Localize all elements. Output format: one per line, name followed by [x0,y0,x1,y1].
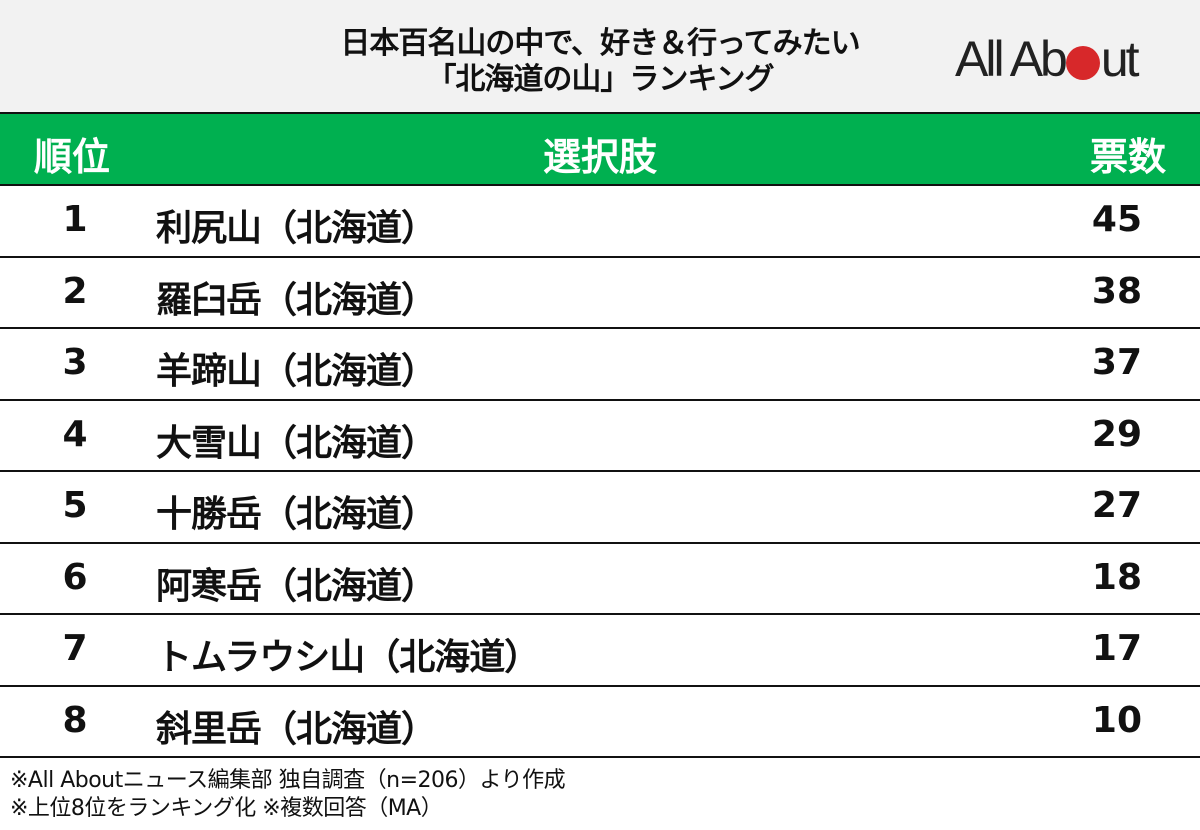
rank-cell: 2 [62,270,88,312]
footnote-2: ※上位8位をランキング化 ※複数回答（MA） [10,796,443,821]
header-votes: 票数 [1089,135,1166,179]
table-body: 1 利尻山（北海道） 45 2 羅臼岳（北海道） 38 3 羊蹄山（北海道） 37 4 大雪山（北海… [0,186,1200,758]
rank-cell: 3 [62,342,88,383]
rank-cell: 5 [62,485,88,526]
name-cell: 十勝岳（北海道） [156,494,437,535]
votes-cell: 17 [1091,628,1142,669]
logo-dot [1065,46,1100,80]
footnote-1: ※All Aboutニュース編集部 独自調査（n=206）より作成 [10,768,566,793]
name-cell: 大雪山（北海道） [156,422,437,464]
footnotes: ※All Aboutニュース編集部 独自調査（n=206）より作成 ※上位8位を… [10,767,566,823]
votes-cell: 29 [1091,413,1142,455]
name-cell: 斜里岳（北海道） [156,708,437,750]
votes-cell: 45 [1091,199,1142,240]
rank-cell: 4 [62,413,88,455]
name-cell: 羊蹄山（北海道） [156,351,437,392]
rank-cell: 8 [62,699,88,741]
title-line-2: 「北海道の山」ランキング [426,62,774,97]
votes-cell: 37 [1091,342,1142,383]
table-row: 6 阿寒岳（北海道） 18 [0,544,1200,615]
table-row: 2 羅臼岳（北海道） 38 [0,258,1200,329]
header-rank: 順位 [34,135,111,179]
table-row: 3 羊蹄山（北海道） 37 [0,329,1200,401]
votes-cell: 18 [1091,556,1142,598]
header-choice: 選択肢 [542,135,657,179]
table-row: 7 トムラウシ山（北海道） 17 [0,615,1200,687]
name-cell: 羅臼岳（北海道） [156,279,437,321]
votes-cell: 10 [1091,699,1142,741]
name-cell: 利尻山（北海道） [156,208,437,249]
title-line-1: 日本百名山の中で、好き＆行ってみたい [340,26,860,61]
rank-cell: 7 [62,628,88,669]
table-row: 4 大雪山（北海道） 29 [0,401,1200,472]
table-row: 5 十勝岳（北海道） 27 [0,472,1200,544]
rank-cell: 1 [62,199,88,240]
all-about-logo: All Ab ut [955,30,1140,88]
chart-title: 日本百名山の中で、好き＆行ってみたい 「北海道の山」ランキング [240,26,960,98]
table-row: 1 利尻山（北海道） 45 [0,186,1200,258]
name-cell: 阿寒岳（北海道） [156,565,437,607]
logo-text-right: ut [1100,31,1140,87]
table-row: 8 斜里岳（北海道） 10 [0,687,1200,758]
name-cell: トムラウシ山（北海道） [156,637,540,678]
rank-cell: 6 [62,556,88,598]
votes-cell: 27 [1091,485,1142,526]
table-header: 順位 選択肢 票数 [0,114,1200,186]
title-bar: 日本百名山の中で、好き＆行ってみたい 「北海道の山」ランキング All Ab ut [0,0,1200,114]
votes-cell: 38 [1091,270,1142,312]
logo-text-left: All Ab [955,31,1068,87]
